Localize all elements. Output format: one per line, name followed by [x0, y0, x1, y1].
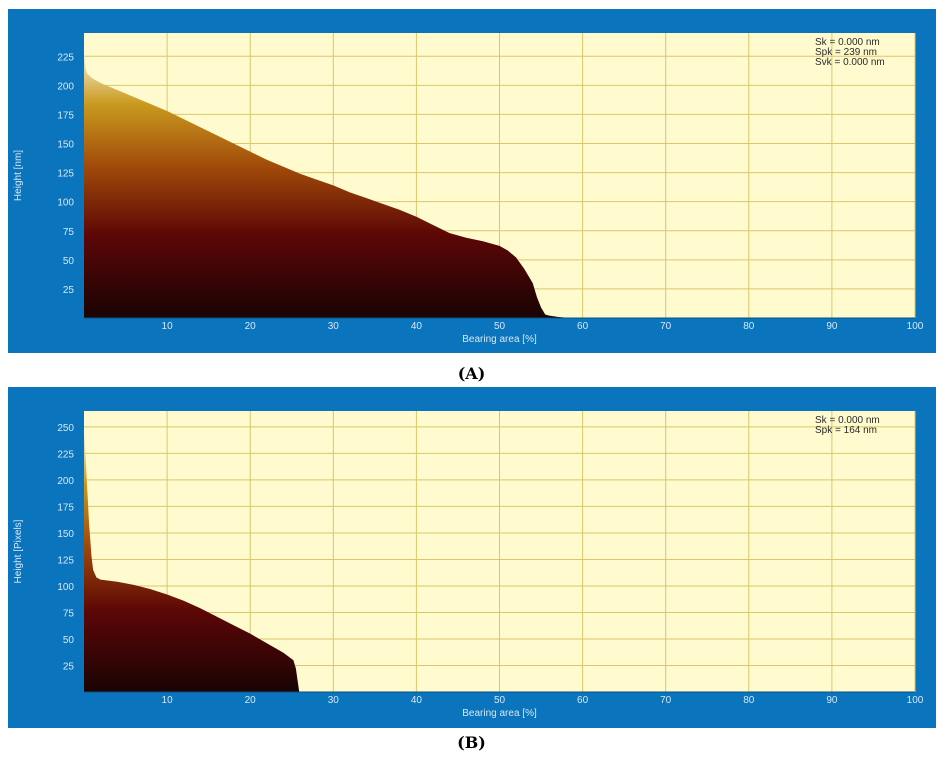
x-tick-label: 90 — [826, 695, 838, 706]
y-tick-label: 25 — [63, 661, 75, 672]
y-tick-label: 100 — [57, 582, 74, 593]
x-tick-label: 80 — [743, 321, 755, 332]
bearing-chart-a: 10 20 30 40 50 60 70 80 90 100 25 50 75 100 125 150 175 2… — [13, 33, 924, 345]
x-tick-label: 90 — [826, 321, 838, 332]
y-tick-label: 250 — [57, 423, 74, 434]
y-tick-label: 175 — [57, 502, 74, 513]
y-tick-label: 175 — [57, 110, 74, 121]
y-axis-label: Height [nm] — [13, 150, 24, 201]
chart-panel-a: 10 20 30 40 50 60 70 80 90 100 25 50 75 100 125 150 175 2… — [8, 9, 936, 353]
x-tick-label: 80 — [743, 695, 755, 706]
y-tick-label: 225 — [57, 449, 74, 460]
bearing-area-fill — [84, 43, 571, 318]
sk-annotation: Sk = 0.000 nm — [815, 37, 880, 48]
x-tick-label: 10 — [162, 695, 174, 706]
x-tick-label: 100 — [907, 695, 924, 706]
spk-annotation: Spk = 239 nm — [815, 47, 877, 58]
x-tick-label: 10 — [162, 321, 174, 332]
x-tick-label: 40 — [411, 695, 423, 706]
x-axis-label: Bearing area [%] — [462, 708, 537, 719]
x-tick-label: 30 — [328, 695, 340, 706]
y-tick-label: 75 — [63, 227, 75, 238]
y-tick-label: 25 — [63, 285, 75, 296]
y-tick-label: 125 — [57, 169, 74, 180]
x-tick-label: 40 — [411, 321, 423, 332]
y-tick-label: 200 — [57, 81, 74, 92]
chart-panel-b: 10 20 30 40 50 60 70 80 90 100 25 50 75 100 125 150 175 2… — [8, 387, 936, 728]
y-tick-label: 225 — [57, 52, 74, 63]
x-tick-label: 60 — [577, 695, 589, 706]
y-axis-label: Height [Pixels] — [13, 519, 24, 583]
x-axis-label: Bearing area [%] — [462, 334, 537, 345]
y-tick-label: 100 — [57, 198, 74, 209]
y-tick-label: 150 — [57, 529, 74, 540]
spk-annotation: Spk = 164 nm — [815, 425, 877, 436]
caption-a: (A) — [457, 364, 486, 383]
x-tick-label: 100 — [907, 321, 924, 332]
x-tick-label: 30 — [328, 321, 340, 332]
y-tick-label: 50 — [63, 256, 75, 267]
bearing-chart-b: 10 20 30 40 50 60 70 80 90 100 25 50 75 100 125 150 175 2… — [13, 411, 924, 719]
y-tick-label: 200 — [57, 476, 74, 487]
y-tick-label: 50 — [63, 635, 75, 646]
x-tick-label: 50 — [494, 321, 506, 332]
x-tick-label: 20 — [245, 695, 257, 706]
bearing-area-fill — [84, 424, 300, 692]
caption-b: (B) — [457, 733, 486, 752]
x-tick-label: 70 — [660, 321, 672, 332]
x-tick-label: 60 — [577, 321, 589, 332]
sk-annotation: Sk = 0.000 nm — [815, 415, 880, 426]
y-tick-label: 75 — [63, 608, 75, 619]
svk-annotation: Svk = 0.000 nm — [815, 57, 885, 68]
y-tick-label: 125 — [57, 555, 74, 566]
x-tick-label: 70 — [660, 695, 672, 706]
x-tick-label: 50 — [494, 695, 506, 706]
y-tick-label: 150 — [57, 140, 74, 151]
x-tick-label: 20 — [245, 321, 257, 332]
